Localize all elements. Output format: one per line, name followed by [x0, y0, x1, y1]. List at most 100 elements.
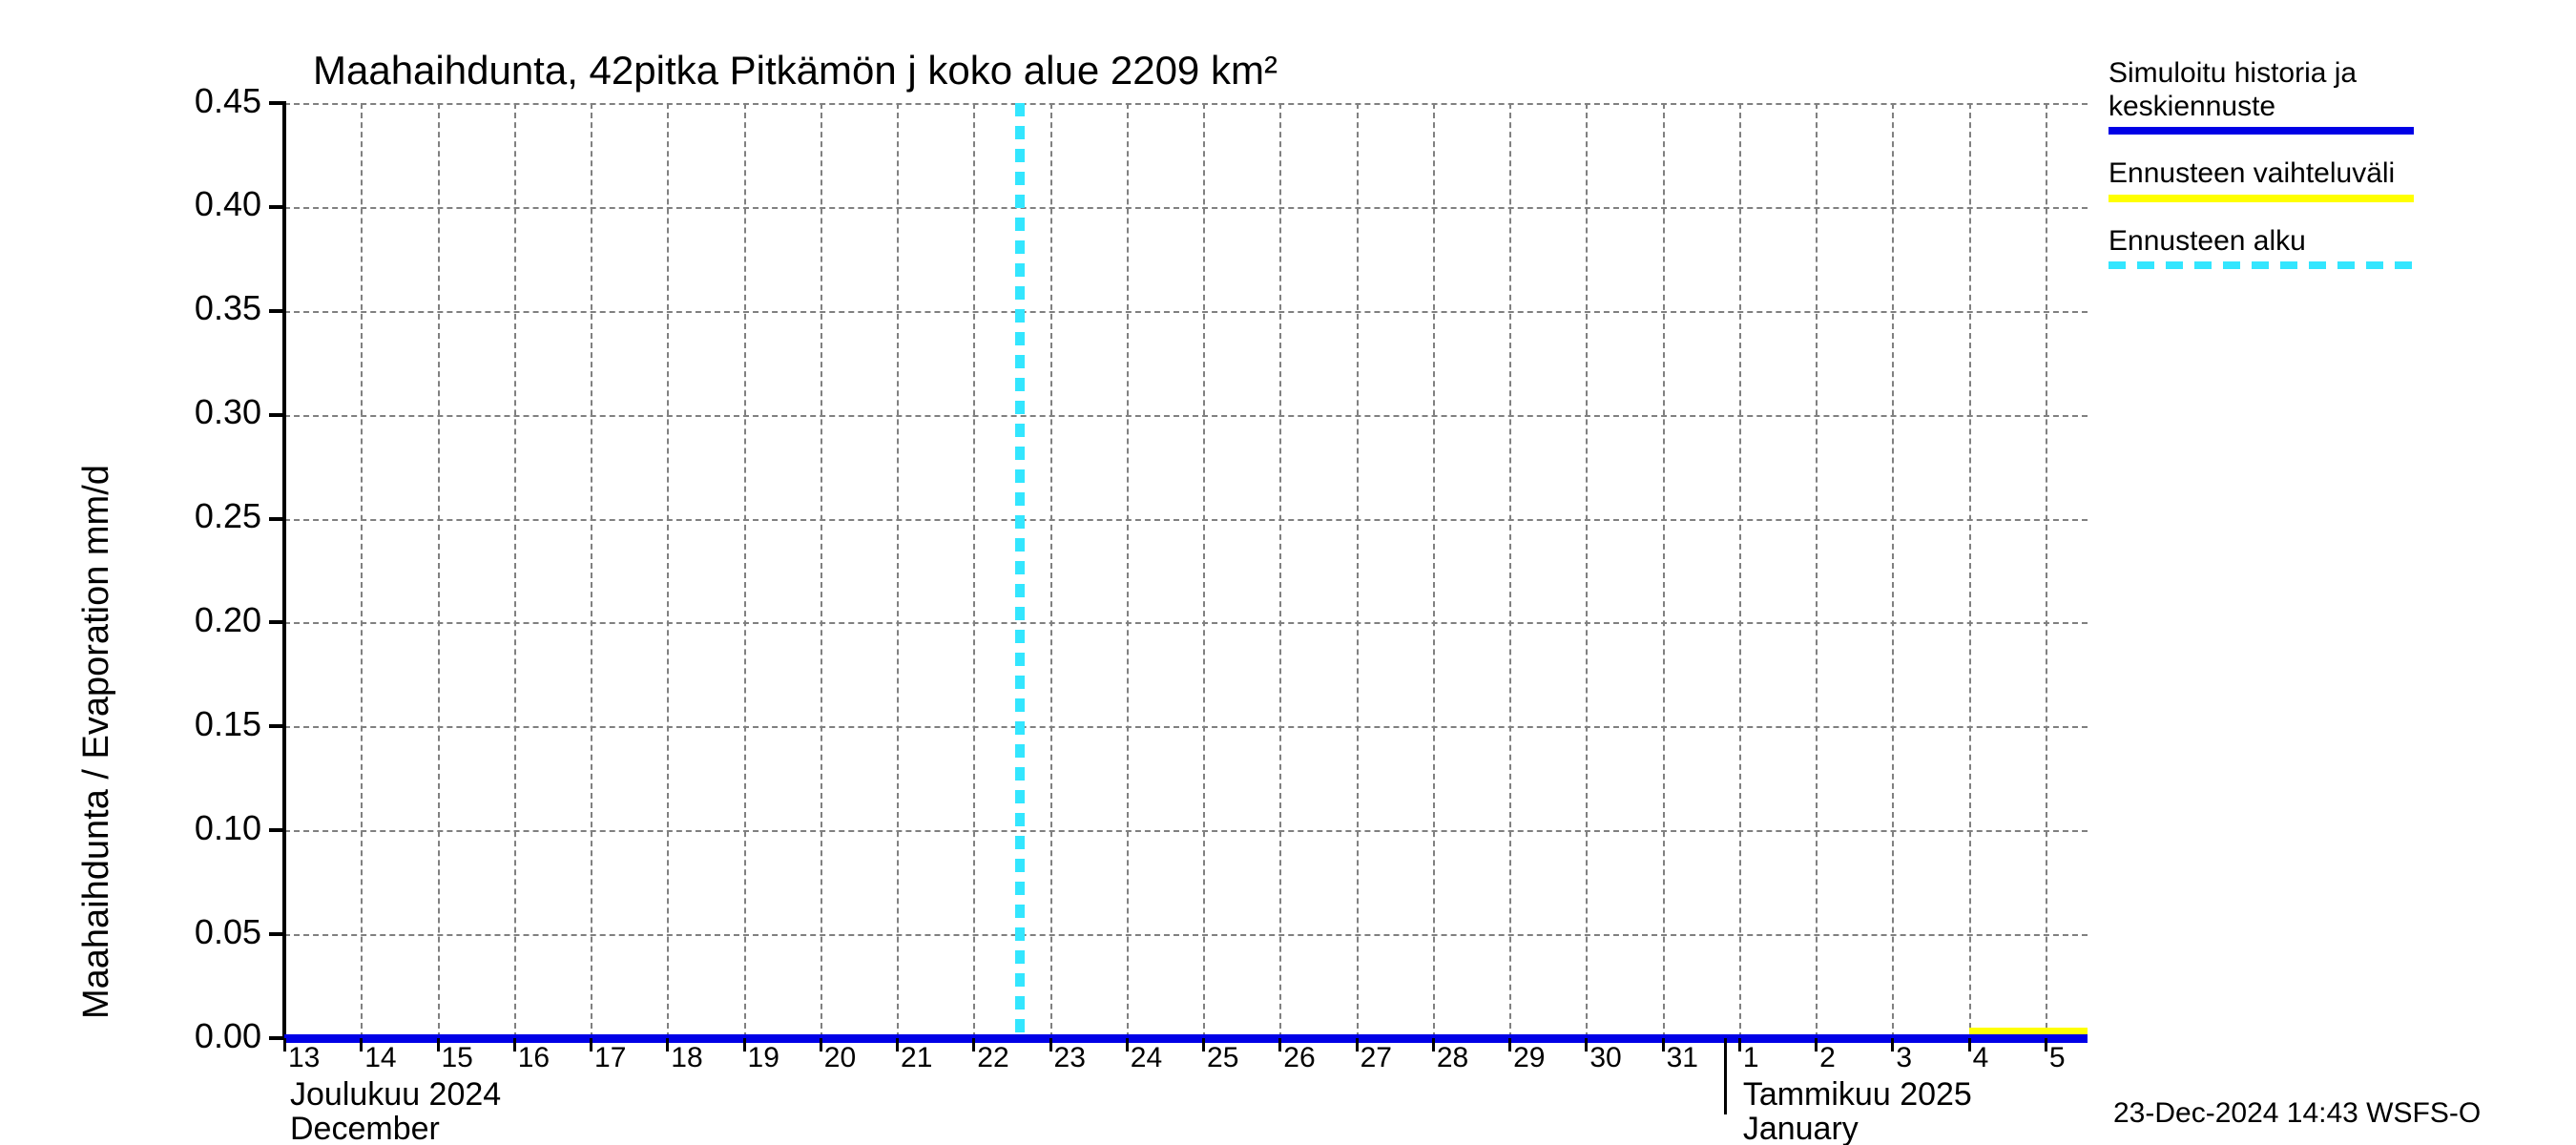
y-tick-mark	[269, 101, 284, 105]
y-tick-mark	[269, 1036, 284, 1040]
y-tick-label: 0.45	[195, 81, 261, 121]
month-label-left-1: Joulukuu 2024	[290, 1076, 501, 1114]
month-label-left-2: December	[290, 1111, 440, 1145]
y-tick-label: 0.35	[195, 288, 261, 328]
y-tick-label: 0.10	[195, 808, 261, 848]
x-tick-mark	[1126, 1038, 1129, 1051]
x-tick-label: 16	[518, 1042, 550, 1074]
chart-title: Maahaihdunta, 42pitka Pitkämön j koko al…	[313, 48, 1278, 94]
x-tick-label: 22	[977, 1042, 1008, 1074]
y-tick-label: 0.30	[195, 392, 261, 432]
x-tick-mark	[1968, 1038, 1971, 1051]
y-tick-label: 0.00	[195, 1016, 261, 1056]
x-tick-label: 3	[1896, 1042, 1912, 1074]
x-tick-label: 5	[2049, 1042, 2066, 1074]
x-tick-mark	[666, 1038, 669, 1051]
legend-label: Simuloitu historia ja	[2109, 57, 2357, 90]
grid-line-vertical	[514, 103, 516, 1038]
y-tick-mark	[269, 413, 284, 417]
grid-line-vertical	[1509, 103, 1511, 1038]
x-tick-mark	[896, 1038, 899, 1051]
x-tick-label: 17	[594, 1042, 626, 1074]
y-tick-mark	[269, 932, 284, 936]
y-tick-label: 0.25	[195, 496, 261, 536]
grid-line-vertical	[1586, 103, 1588, 1038]
x-tick-label: 1	[1743, 1042, 1759, 1074]
x-tick-label: 14	[364, 1042, 396, 1074]
grid-line-vertical	[591, 103, 592, 1038]
x-tick-label: 19	[748, 1042, 779, 1074]
x-tick-mark	[972, 1038, 975, 1051]
grid-line-vertical	[1969, 103, 1971, 1038]
y-axis-label: Maahaihdunta / Evaporation mm/d	[76, 465, 117, 1019]
grid-line-vertical	[1203, 103, 1205, 1038]
grid-line-vertical	[438, 103, 440, 1038]
x-tick-mark	[1815, 1038, 1818, 1051]
x-tick-mark	[360, 1038, 363, 1051]
x-tick-mark	[1585, 1038, 1588, 1051]
y-tick-label: 0.05	[195, 912, 261, 952]
x-tick-mark	[1356, 1038, 1359, 1051]
x-tick-label: 13	[288, 1042, 320, 1074]
grid-line-vertical	[2046, 103, 2047, 1038]
x-tick-mark	[820, 1038, 822, 1051]
x-tick-label: 4	[1973, 1042, 1989, 1074]
grid-line-vertical	[1739, 103, 1741, 1038]
x-tick-mark	[283, 1038, 286, 1051]
grid-line-vertical	[1816, 103, 1818, 1038]
x-tick-mark	[1049, 1038, 1052, 1051]
legend-swatch	[2109, 127, 2414, 135]
x-tick-mark	[1278, 1038, 1281, 1051]
grid-line-vertical	[667, 103, 669, 1038]
legend-label: keskiennuste	[2109, 91, 2275, 123]
grid-line-vertical	[897, 103, 899, 1038]
grid-line-vertical	[744, 103, 746, 1038]
x-tick-mark	[1662, 1038, 1665, 1051]
x-tick-label: 2	[1819, 1042, 1836, 1074]
month-label-right-2: January	[1743, 1111, 1859, 1145]
grid-line-vertical	[1892, 103, 1894, 1038]
y-tick-label: 0.40	[195, 184, 261, 224]
grid-line-vertical	[1127, 103, 1129, 1038]
x-tick-label: 15	[442, 1042, 473, 1074]
x-tick-label: 20	[824, 1042, 856, 1074]
x-tick-label: 21	[901, 1042, 932, 1074]
grid-line-vertical	[973, 103, 975, 1038]
x-tick-label: 27	[1361, 1042, 1392, 1074]
x-tick-label: 31	[1667, 1042, 1698, 1074]
x-tick-mark	[513, 1038, 516, 1051]
grid-line-vertical	[1433, 103, 1435, 1038]
x-tick-mark	[1432, 1038, 1435, 1051]
grid-line-vertical	[1279, 103, 1281, 1038]
grid-line-vertical	[1357, 103, 1359, 1038]
y-tick-mark	[269, 517, 284, 521]
legend-label: Ennusteen alku	[2109, 225, 2306, 258]
x-tick-mark	[1508, 1038, 1511, 1051]
footer-timestamp: 23-Dec-2024 14:43 WSFS-O	[2113, 1097, 2481, 1130]
y-tick-mark	[269, 620, 284, 624]
legend-swatch	[2109, 195, 2414, 202]
x-tick-label: 26	[1283, 1042, 1315, 1074]
x-tick-label: 23	[1054, 1042, 1086, 1074]
y-tick-label: 0.15	[195, 704, 261, 744]
y-tick-mark	[269, 828, 284, 832]
month-separator	[1724, 1038, 1727, 1114]
x-tick-mark	[743, 1038, 746, 1051]
x-tick-label: 29	[1513, 1042, 1545, 1074]
grid-line-vertical	[1050, 103, 1052, 1038]
y-tick-mark	[269, 309, 284, 313]
x-tick-mark	[2045, 1038, 2047, 1051]
plot-area	[284, 103, 2088, 1038]
grid-line-vertical	[1663, 103, 1665, 1038]
y-tick-mark	[269, 205, 284, 209]
x-tick-label: 24	[1131, 1042, 1162, 1074]
x-tick-label: 18	[671, 1042, 702, 1074]
x-tick-mark	[1891, 1038, 1894, 1051]
legend-label: Ennusteen vaihteluväli	[2109, 157, 2395, 190]
y-tick-mark	[269, 724, 284, 728]
x-tick-label: 25	[1207, 1042, 1238, 1074]
y-axis-line	[282, 103, 286, 1038]
x-tick-label: 30	[1589, 1042, 1621, 1074]
y-tick-label: 0.20	[195, 600, 261, 640]
grid-line-vertical	[361, 103, 363, 1038]
